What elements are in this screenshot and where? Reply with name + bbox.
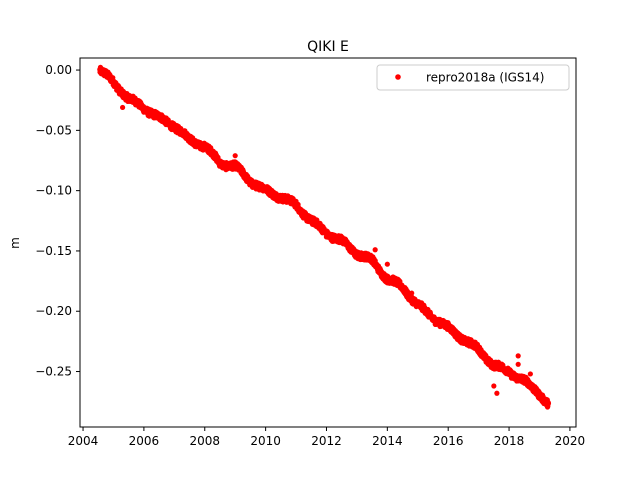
chart-title: QIKI E	[307, 39, 349, 55]
x-axis-ticks: 2004 2006 2008 2010 2012 2014 2016 2018 2020	[68, 427, 585, 448]
outlier-point	[372, 247, 378, 253]
y-tick-label: 0.00	[45, 63, 72, 77]
x-tick-label: 2004	[68, 434, 99, 448]
x-tick-label: 2006	[129, 434, 160, 448]
y-axis-ticks: 0.00 −0.05 −0.10 −0.15 −0.20 −0.25	[35, 63, 80, 379]
outlier-point	[491, 383, 497, 389]
x-tick-label: 2018	[494, 434, 525, 448]
legend: repro2018a (IGS14)	[376, 64, 570, 91]
legend-label: repro2018a (IGS14)	[426, 71, 544, 85]
plot-frame	[79, 57, 577, 428]
data-point	[545, 400, 552, 406]
outlier-point	[527, 371, 533, 377]
x-tick-label: 2014	[372, 434, 403, 448]
outlier-point	[120, 104, 126, 111]
y-tick-label: −0.15	[35, 244, 72, 258]
outlier-point	[232, 153, 238, 159]
x-tick-label: 2020	[555, 434, 586, 448]
y-axis-label: m	[8, 237, 22, 249]
outlier-point	[515, 361, 521, 367]
y-tick-label: −0.05	[35, 123, 72, 137]
x-tick-label: 2010	[250, 434, 281, 448]
outlier-point	[515, 353, 521, 359]
y-tick-label: −0.20	[35, 304, 72, 318]
y-tick-label: −0.25	[35, 365, 72, 379]
legend-marker	[395, 74, 401, 80]
y-tick-label: −0.10	[35, 184, 72, 198]
x-tick-label: 2008	[189, 434, 220, 448]
outlier-point	[287, 195, 293, 201]
legend-box	[376, 64, 570, 91]
outlier-point	[384, 261, 390, 267]
plot-points	[97, 64, 552, 410]
x-tick-label: 2016	[433, 434, 464, 448]
x-tick-label: 2012	[311, 434, 342, 448]
outlier-point	[494, 390, 500, 396]
outlier-point	[409, 290, 415, 296]
